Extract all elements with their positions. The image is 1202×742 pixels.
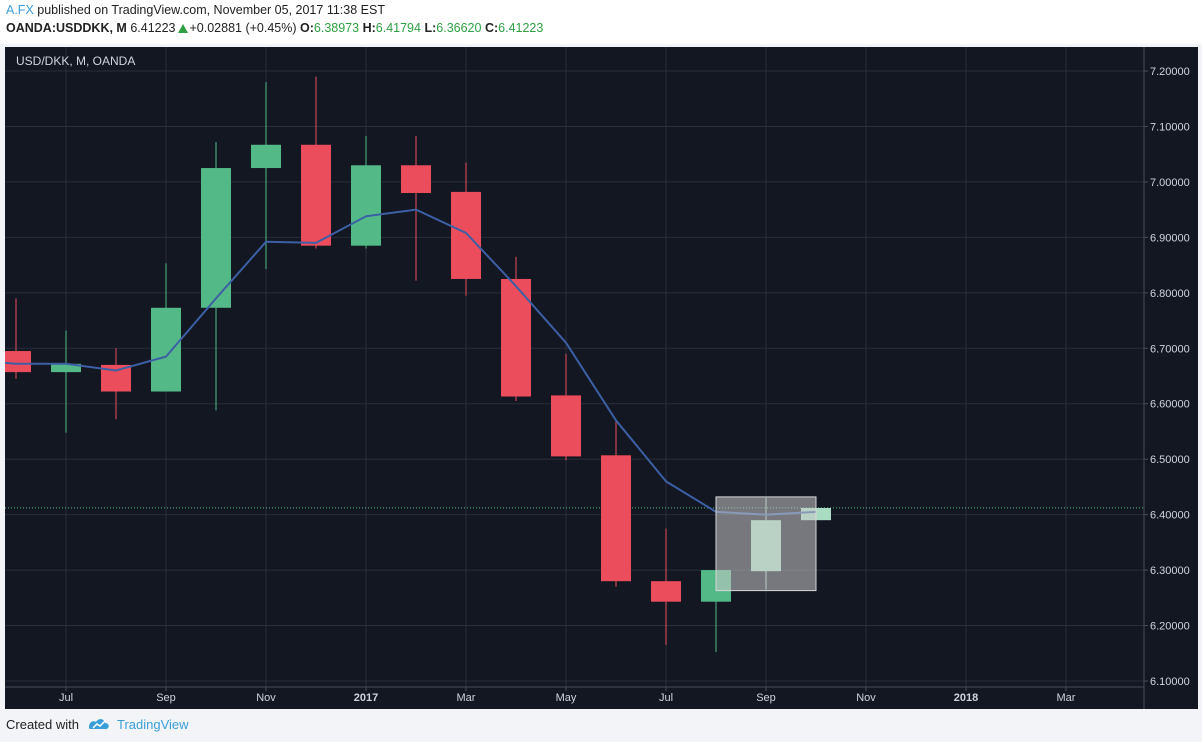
chart-title: USD/DKK, M, OANDA	[16, 54, 136, 68]
published-text: published on TradingView.com, November 0…	[37, 3, 385, 17]
x-tick-label: Sep	[756, 692, 776, 704]
y-tick-label: 6.90000	[1150, 232, 1190, 244]
candle-body	[651, 581, 681, 602]
candlestick-chart[interactable]: 6.10000 6.20000 6.30000 6.40000 6.50000 6.600…	[5, 47, 1198, 709]
candle-body	[151, 307, 181, 392]
candle-body	[551, 395, 581, 457]
author-link[interactable]: A.FX	[6, 3, 34, 17]
high-value: 6.41794	[375, 21, 421, 35]
y-tick-label: 6.40000	[1150, 510, 1190, 522]
chart-pane[interactable]: 6.10000 6.20000 6.30000 6.40000 6.50000 6.600…	[5, 47, 1198, 709]
candle-body	[401, 165, 431, 193]
last-price: 6.41223	[130, 21, 176, 35]
candle-body	[5, 351, 31, 373]
low-label: L:	[424, 21, 437, 35]
low-value: 6.36620	[436, 21, 482, 35]
footer: Created with TradingView	[0, 709, 1202, 742]
y-tick-label: 6.30000	[1150, 565, 1190, 577]
high-label: H:	[362, 21, 376, 35]
candle-body	[351, 165, 381, 246]
moving-average-line	[5, 208, 817, 516]
y-tick-label: 7.00000	[1150, 177, 1190, 189]
close-label: C:	[484, 21, 499, 35]
close-value: 6.41223	[498, 21, 544, 35]
y-tick-label: 6.10000	[1150, 676, 1190, 688]
symbol-label: OANDA:USDDKK, M	[6, 21, 127, 35]
y-tick-label: 7.10000	[1150, 121, 1190, 133]
x-tick-label: Nov	[856, 692, 876, 704]
chart-header: A.FX published on TradingView.com, Novem…	[0, 0, 1202, 44]
y-tick-label: 6.80000	[1150, 288, 1190, 300]
candle-body	[301, 144, 331, 246]
x-tick-label: 2017	[354, 692, 378, 704]
candle-body	[201, 168, 231, 308]
x-tick-label: Jul	[59, 692, 73, 704]
x-tick-label: May	[556, 692, 577, 704]
x-tick-label: Mar	[1057, 692, 1076, 704]
publish-line: A.FX published on TradingView.com, Novem…	[6, 3, 385, 17]
y-tick-label: 6.60000	[1150, 399, 1190, 411]
candle-body	[51, 363, 81, 373]
price-change: +0.02881 (+0.45%)	[189, 21, 297, 35]
tradingview-link[interactable]: TradingView	[117, 717, 189, 732]
x-tick-label: Jul	[659, 692, 673, 704]
candle-body	[451, 191, 481, 279]
y-tick-label: 6.20000	[1150, 621, 1190, 633]
candle-body	[601, 455, 631, 582]
created-with-text: Created with	[6, 717, 79, 732]
tradingview-logo-icon[interactable]	[88, 716, 110, 732]
y-tick-label: 6.50000	[1150, 454, 1190, 466]
x-tick-label: Mar	[457, 692, 476, 704]
ohlc-line: OANDA:USDDKK, M 6.41223 +0.02881 (+0.45%)…	[6, 21, 543, 35]
candle-body	[251, 144, 281, 169]
open-label: O:	[300, 21, 314, 35]
up-arrow-icon	[177, 24, 188, 33]
open-value: 6.38973	[313, 21, 360, 35]
x-tick-label: 2018	[954, 692, 978, 704]
x-tick-label: Nov	[256, 692, 276, 704]
selection-box	[715, 496, 817, 592]
x-tick-label: Sep	[156, 692, 176, 704]
y-tick-label: 6.70000	[1150, 343, 1190, 355]
y-tick-label: 7.20000	[1150, 66, 1190, 78]
